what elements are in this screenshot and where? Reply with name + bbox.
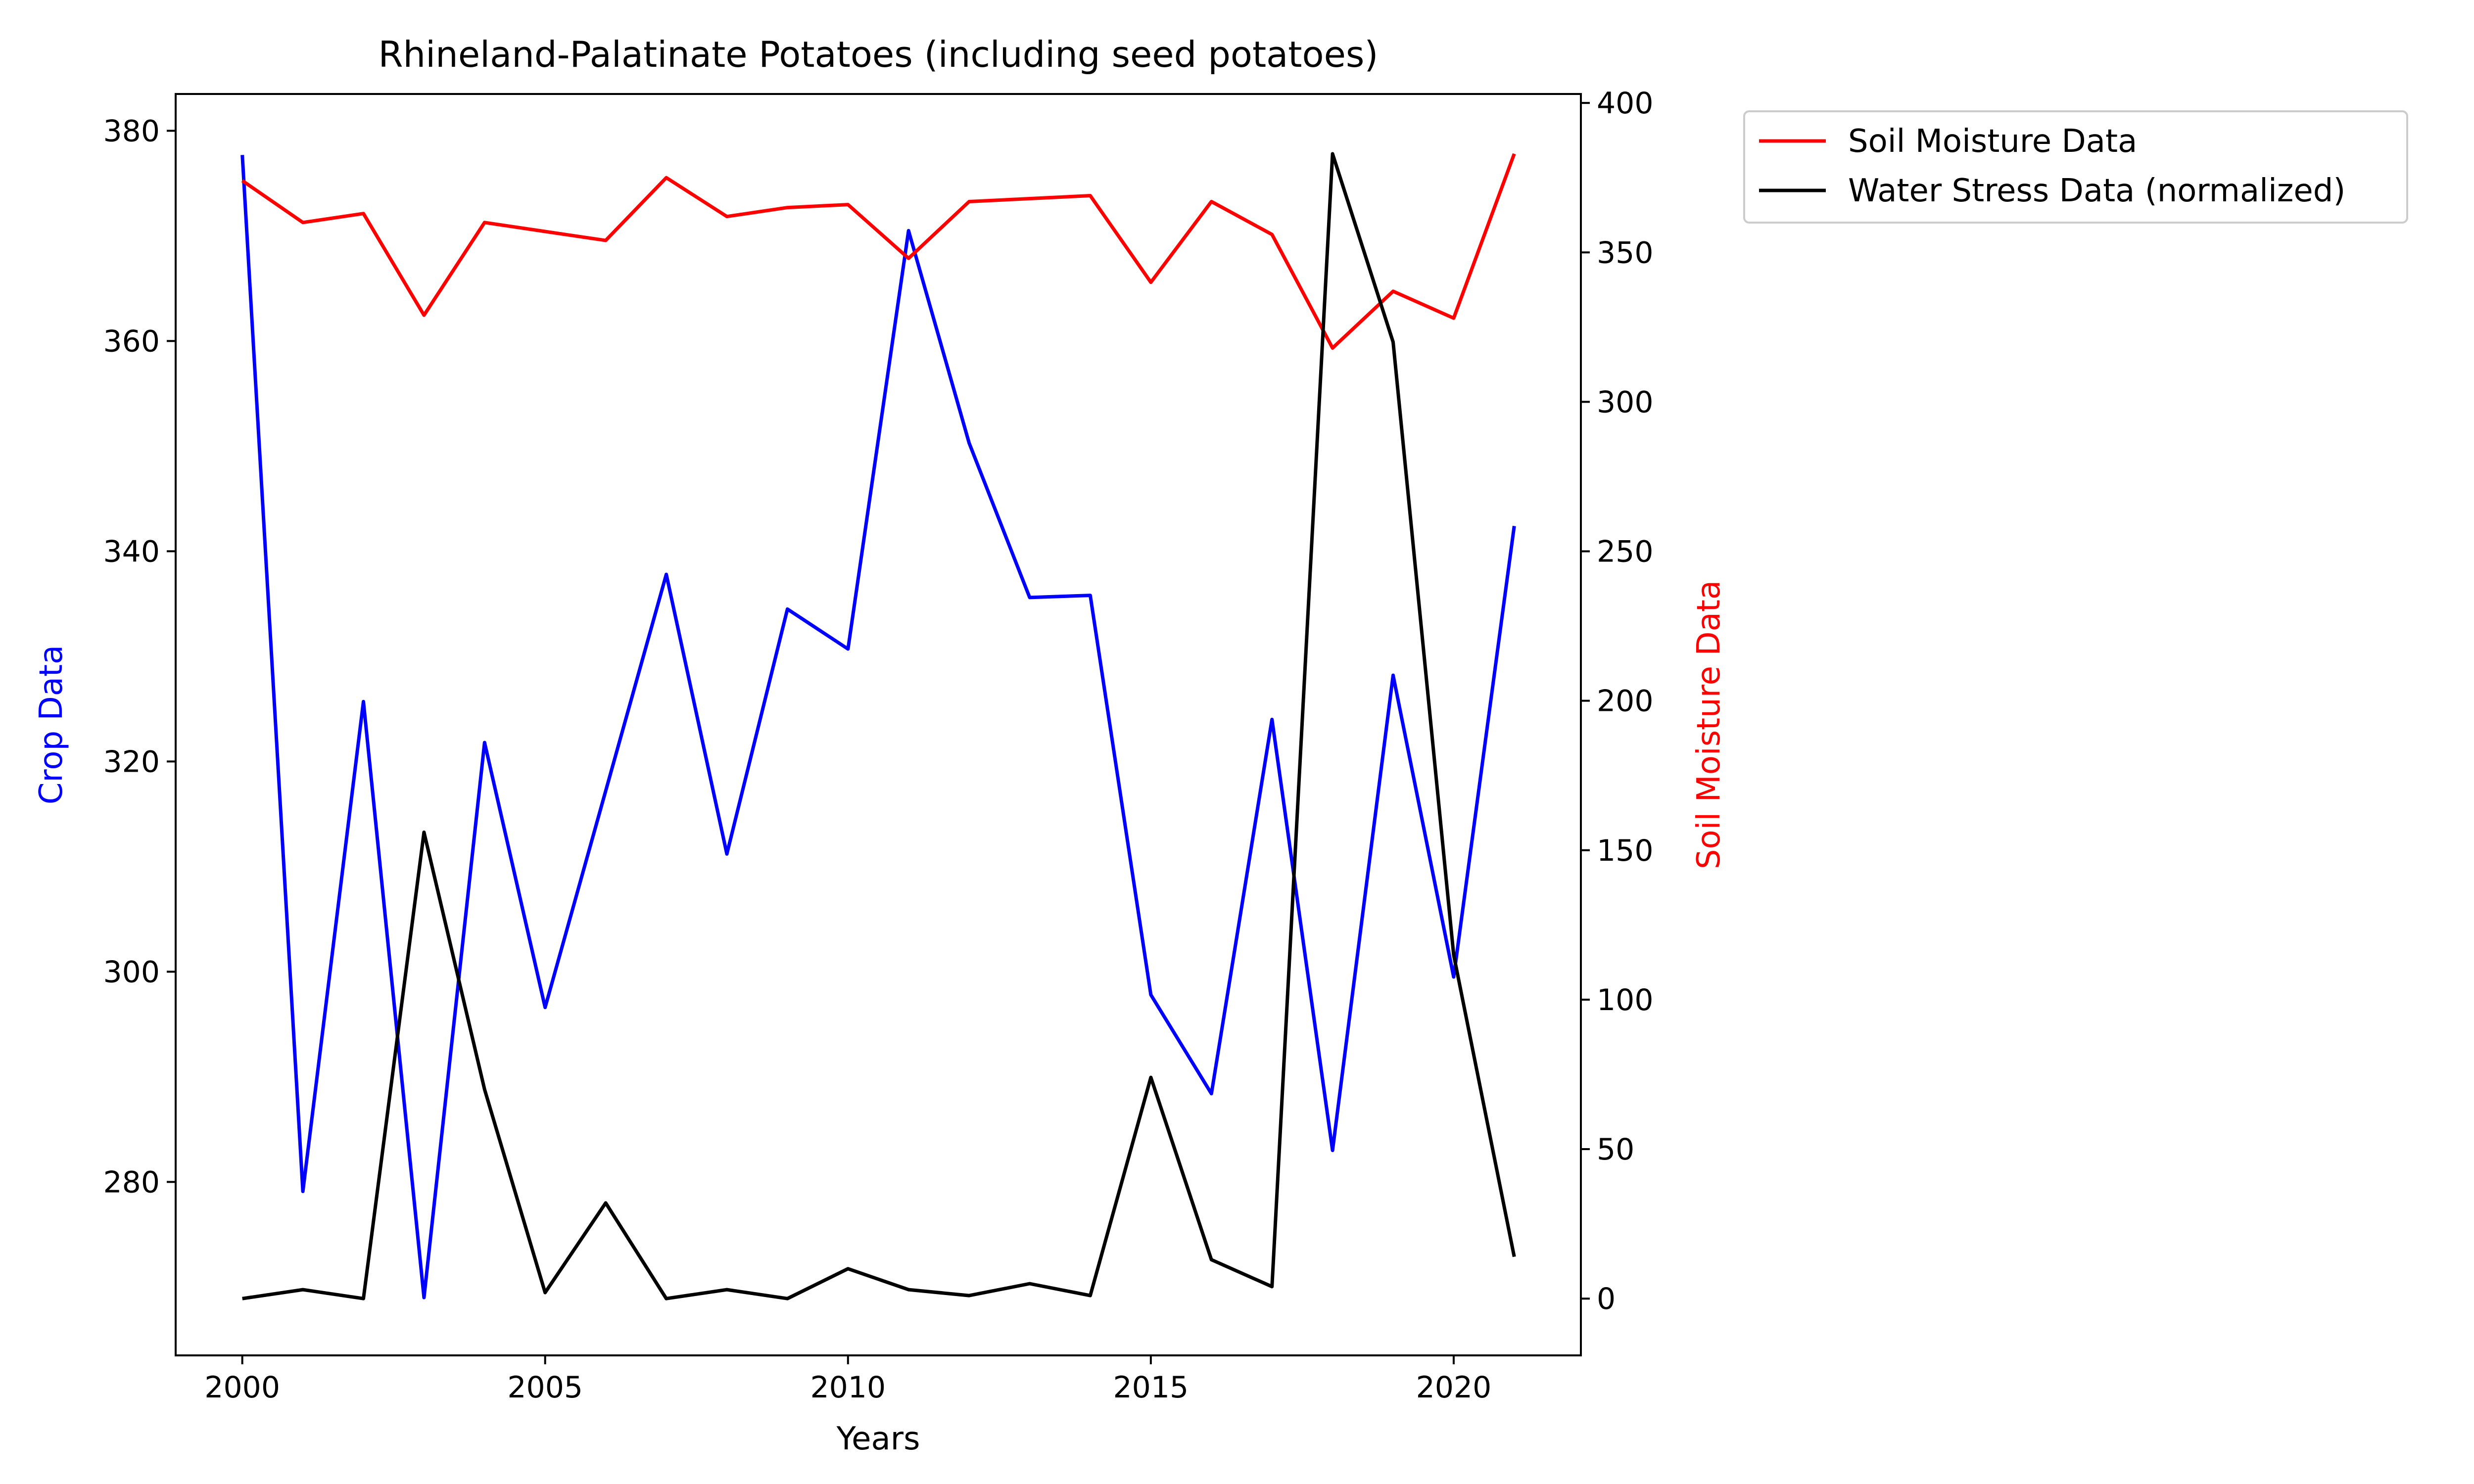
legend-label: Water Stress Data (normalized)	[1848, 173, 2345, 209]
x-axis: 2000 2005 2010 2015 2020	[204, 1355, 1491, 1405]
y-right-tick-label: 50	[1597, 1132, 1634, 1167]
y-left-tick-label: 360	[103, 324, 160, 359]
series-layer	[240, 152, 1516, 1300]
series-line-water-stress-data-normalized	[242, 152, 1516, 1300]
x-axis-label: Years	[836, 1421, 920, 1457]
y-axis-left-label: Crop Data	[33, 645, 70, 805]
y-axis-left: 280 300 320 340 360 380	[103, 114, 176, 1200]
y-right-tick-label: 250	[1597, 535, 1654, 569]
x-tick-label: 2015	[1113, 1370, 1189, 1405]
series-line-crop-data	[240, 155, 1516, 1299]
y-left-tick-label: 340	[103, 534, 160, 569]
x-tick-label: 2010	[810, 1370, 886, 1405]
x-tick-label: 2020	[1416, 1370, 1492, 1405]
series-line-soil-moisture-data	[241, 153, 1516, 350]
legend-label: Soil Moisture Data	[1848, 123, 2137, 160]
chart-title: Rhineland-Palatinate Potatoes (including…	[379, 34, 1379, 75]
y-axis-right: 0 50 100 150 200 250 300 350 400	[1581, 86, 1654, 1316]
y-left-tick-label: 380	[103, 114, 160, 148]
y-right-tick-label: 0	[1597, 1282, 1616, 1316]
y-left-tick-label: 320	[103, 744, 160, 779]
y-right-tick-label: 200	[1597, 684, 1654, 719]
y-right-tick-label: 300	[1597, 385, 1654, 419]
y-right-tick-label: 150	[1597, 834, 1654, 868]
y-right-tick-label: 100	[1597, 983, 1654, 1018]
plot-frame	[175, 93, 1582, 1356]
legend-entries: Soil Moisture Data Water Stress Data (nor…	[1759, 123, 2345, 209]
legend: Soil Moisture Data Water Stress Data (nor…	[1743, 110, 2408, 224]
y-right-tick-label: 350	[1597, 235, 1654, 270]
x-tick-label: 2005	[507, 1370, 583, 1405]
x-tick-label: 2000	[204, 1370, 280, 1405]
y-right-tick-label: 400	[1597, 86, 1654, 121]
y-left-tick-label: 280	[103, 1165, 160, 1200]
legend-box	[1743, 110, 2408, 224]
y-axis-right-label: Soil Moisture Data	[1691, 580, 1727, 869]
y-left-tick-label: 300	[103, 955, 160, 989]
